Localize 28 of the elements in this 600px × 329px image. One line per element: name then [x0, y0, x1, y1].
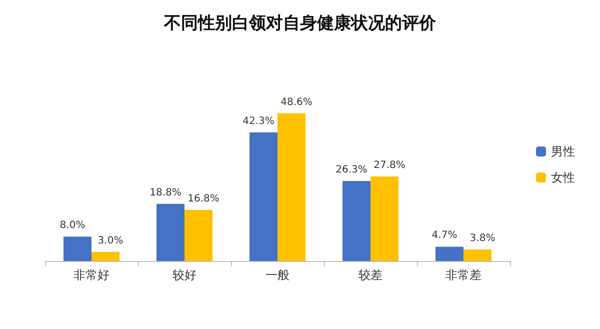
- data-label: 4.7%: [432, 230, 458, 242]
- data-label: 42.3%: [242, 116, 274, 127]
- data-label: 18.8%: [150, 187, 182, 198]
- bar: [250, 132, 278, 261]
- x-tick-label: 较差: [358, 268, 382, 282]
- data-label: 3.0%: [98, 235, 124, 246]
- bar: [464, 249, 492, 261]
- bar: [92, 252, 120, 261]
- data-label: 8.0%: [60, 220, 86, 232]
- data-label: 16.8%: [188, 193, 220, 204]
- bar: [370, 176, 398, 261]
- x-tick-label: 非常差: [446, 268, 482, 282]
- bar: [342, 181, 370, 261]
- bar: [436, 246, 464, 261]
- x-tick-label: 非常好: [74, 268, 110, 282]
- x-tick-label: 较好: [172, 268, 196, 282]
- legend-label: 女性: [551, 170, 575, 184]
- legend-label: 男性: [551, 144, 575, 158]
- data-label: 27.8%: [374, 160, 406, 171]
- data-label: 3.8%: [470, 232, 496, 244]
- data-label: 26.3%: [336, 164, 368, 176]
- bar: [278, 113, 306, 261]
- bar: [184, 210, 212, 261]
- x-tick-label: 一般: [266, 268, 290, 282]
- bar: [156, 204, 184, 261]
- chart-title: 不同性别白领对自身健康状况的评价: [163, 14, 437, 34]
- data-label: 48.6%: [280, 96, 312, 108]
- bar: [64, 236, 92, 261]
